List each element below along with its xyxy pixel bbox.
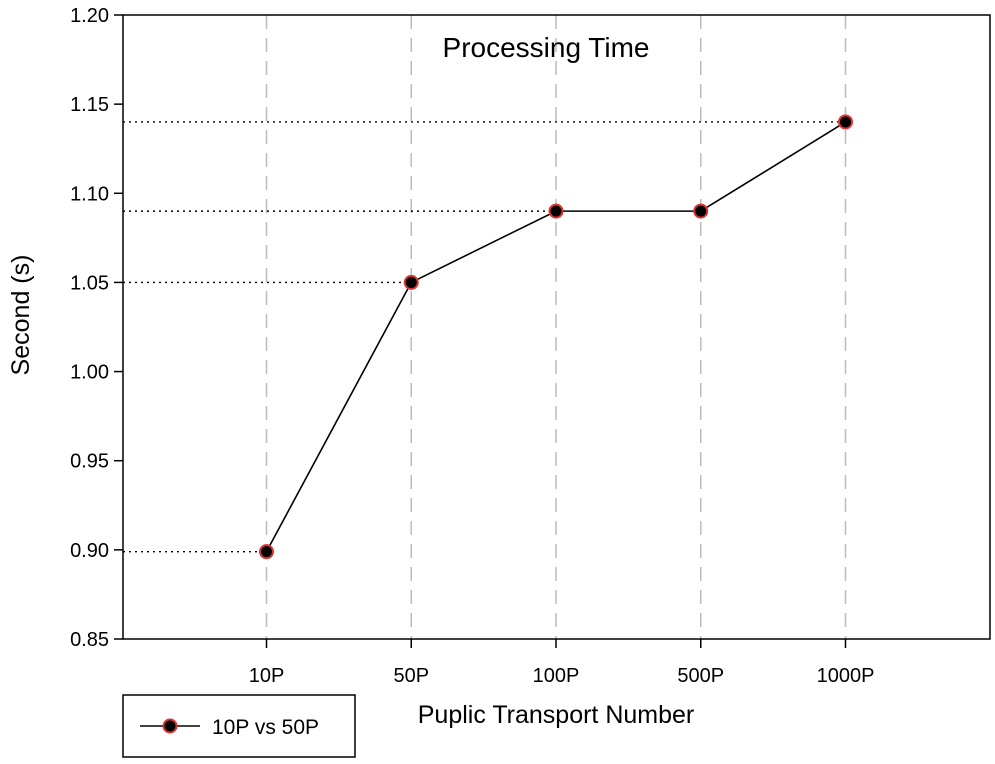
y-tick-label: 0.90 [70,540,109,562]
x-tick-label: 500P [677,665,724,687]
y-tick-label: 1.05 [70,272,109,294]
x-tick-label: 10P [249,665,285,687]
grid-layer [265,15,847,639]
y-tick-label: 1.20 [70,5,109,27]
reference-lines [123,121,846,553]
data-point-10p [259,544,274,560]
x-tick-label: 50P [393,665,429,687]
data-points [259,114,853,560]
legend: 10P vs 50P [122,694,356,758]
y-axis-ticks: 0.85 0.90 0.95 1.00 1.05 1.10 1.15 1.20 [70,5,123,651]
x-axis-title: Puplic Transport Number [418,701,695,729]
y-tick-label: 1.15 [70,94,109,116]
y-tick-label: 0.85 [70,629,109,651]
data-point-500p [693,203,709,219]
y-axis-title: Second (s) [7,255,35,376]
legend-label: 10P vs 50P [212,716,319,739]
legend-marker [162,718,178,734]
data-point-1000p [838,114,853,130]
x-axis-ticks: 10P 50P 100P 500P 1000P [249,639,875,687]
y-tick-label: 1.10 [70,183,109,205]
x-tick-label: 100P [533,665,580,687]
x-tick-label: 1000P [817,665,875,687]
data-point-50p [403,274,419,290]
y-tick-label: 0.95 [70,451,109,473]
data-point-100p [548,203,564,219]
chart-title: Processing Time [443,32,650,63]
y-tick-label: 1.00 [70,362,109,384]
